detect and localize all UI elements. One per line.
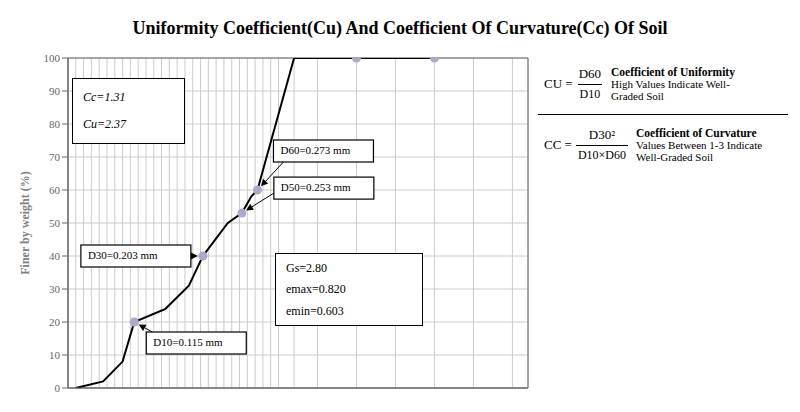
html-text:CU =: CU = [544,76,573,91]
svg-text:90: 90 [49,85,61,97]
html-text:CC =: CC = [544,137,572,152]
svg-text:Finer by weight (%): Finer by weight (%) [18,171,32,274]
svg-text:D60=0.273 mm: D60=0.273 mm [280,144,350,156]
html-text:Cc=1.31: Cc=1.31 [83,90,126,105]
html-text:emin=0.603: emin=0.603 [286,303,344,318]
html-text:D60: D60 [578,66,601,81]
html-text:D30²: D30² [588,127,616,142]
html-text:D10: D10 [579,87,601,101]
html-text:Graded Soil: Graded Soil [611,90,664,102]
svg-text:20: 20 [49,316,61,328]
svg-text:D10=0.115 mm: D10=0.115 mm [153,336,223,348]
svg-text:50: 50 [49,217,61,229]
svg-text:30: 30 [49,283,61,295]
html-text:Coefficient of Curvature: Coefficient of Curvature [636,127,757,139]
html-text:High Values Indicate Well-: High Values Indicate Well- [611,78,730,90]
svg-text:80: 80 [49,118,61,130]
html-text:Values Between 1-3 Indicate: Values Between 1-3 Indicate [636,139,763,151]
html-text:Coefficient of Uniformity: Coefficient of Uniformity [611,66,735,78]
svg-text:D30=0.203 mm: D30=0.203 mm [88,249,158,261]
html-text:Uniformity Coefficient(Cu) And: Uniformity Coefficient(Cu) And Coefficie… [132,18,668,38]
svg-text:40: 40 [49,250,61,262]
svg-text:D50=0.253 mm: D50=0.253 mm [281,181,351,193]
html-text:Well-Graded Soil: Well-Graded Soil [636,151,714,163]
html-text:D10×D60: D10×D60 [577,148,626,162]
svg-text:100: 100 [44,52,61,64]
html-text:Gs=2.80: Gs=2.80 [286,260,328,275]
html-text:emax=0.820: emax=0.820 [286,282,346,296]
svg-text:10: 10 [49,349,61,361]
html-text:Cu=2.37: Cu=2.37 [83,116,127,131]
svg-text:0: 0 [55,382,61,394]
svg-text:70: 70 [49,151,61,163]
svg-text:60: 60 [49,184,61,196]
